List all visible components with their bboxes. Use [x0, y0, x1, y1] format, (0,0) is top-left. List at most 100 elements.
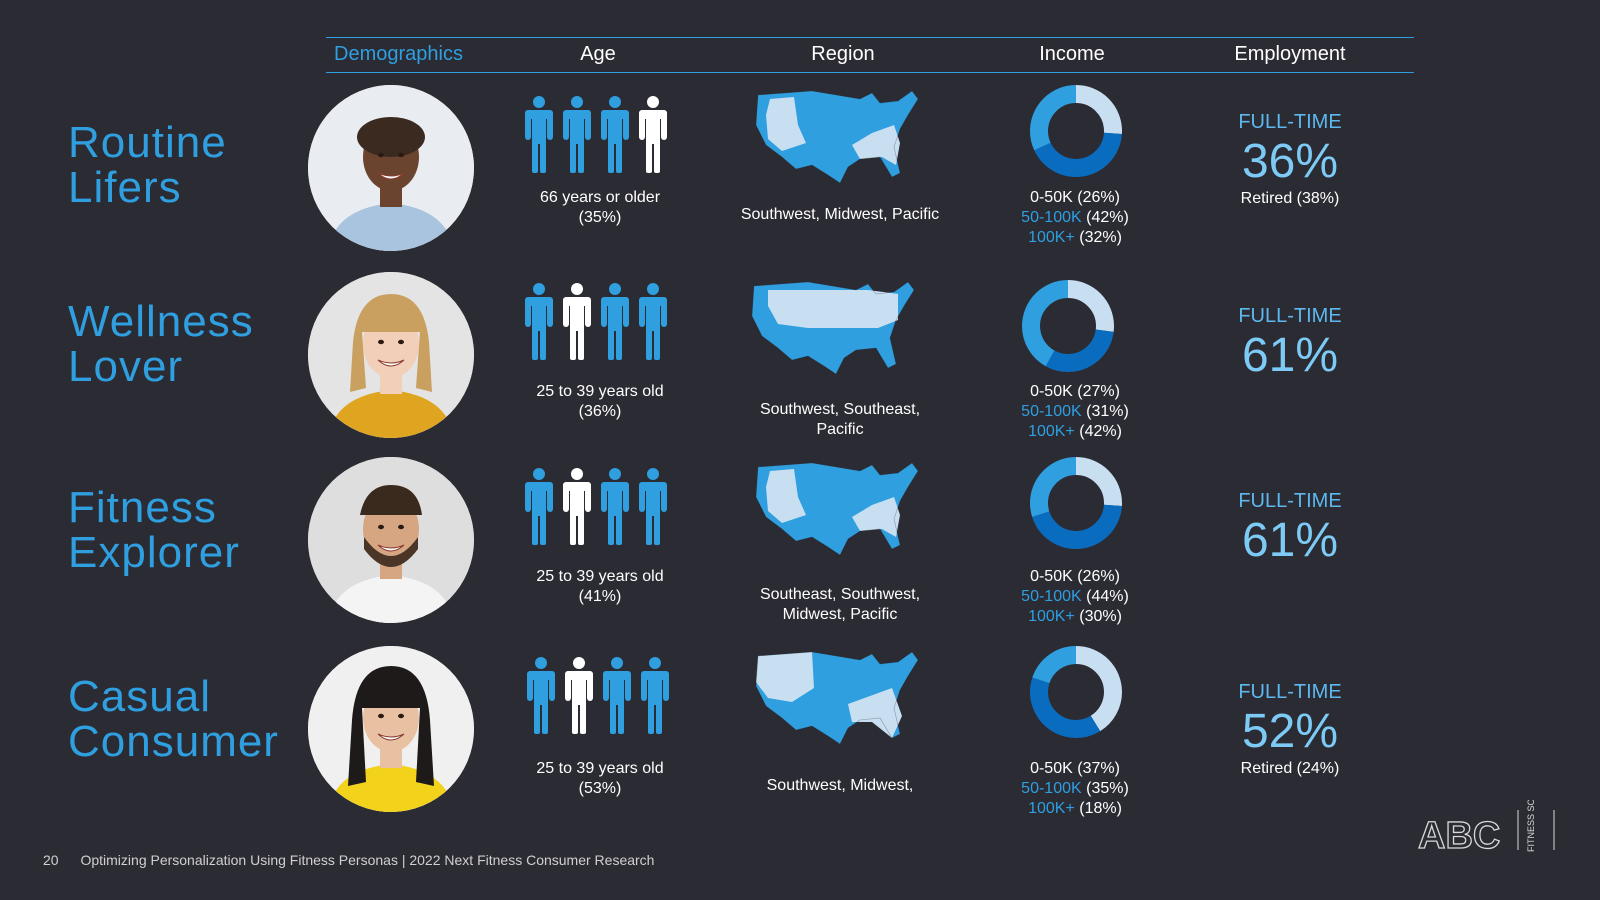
income-donut: [1022, 280, 1114, 372]
persona-name-line2: Consumer: [68, 717, 279, 766]
persona-row: Routine Lifers 66 years or older (35%) Sout…: [0, 85, 1600, 265]
person-icon: [527, 657, 555, 734]
header-region: Region: [811, 43, 875, 65]
donut-slice-50-100k: [1030, 646, 1122, 738]
employment-stat: FULL-TIME 36% Retired (38%): [1210, 111, 1370, 208]
persona-name: Fitness Explorer: [68, 485, 240, 575]
employment-percent: 36%: [1241, 135, 1339, 188]
employment-label: FULL-TIME: [1238, 305, 1342, 327]
column-header: Demographics Age Region Income Employmen…: [326, 37, 1414, 73]
income-breakdown: 0-50K (27%) 50-100K (31%) 100K+ (42%): [1000, 382, 1150, 442]
employment-stat: FULL-TIME 52% Retired (24%): [1210, 681, 1370, 778]
persona-name: Routine Lifers: [68, 120, 227, 210]
income-donut: [1030, 457, 1122, 549]
persona-name-line1: Routine: [68, 118, 227, 167]
employment-label: FULL-TIME: [1238, 490, 1342, 512]
income-donut: [1030, 646, 1122, 738]
persona-name-line2: Explorer: [68, 528, 240, 577]
employment-percent: 61%: [1241, 329, 1339, 382]
header-employment: Employment: [1234, 43, 1346, 65]
income-breakdown: 0-50K (26%) 50-100K (44%) 100K+ (30%): [1000, 567, 1150, 627]
persona-name-line2: Lover: [68, 342, 184, 391]
person-icon: [601, 283, 629, 360]
age-description: 66 years or older (35%): [539, 189, 661, 226]
age-description: 25 to 39 years old (53%): [536, 760, 664, 797]
person-icon: [639, 96, 667, 173]
header-income: Income: [1039, 43, 1105, 65]
donut-slice-50-100k: [1030, 85, 1122, 177]
person-icon: [601, 96, 629, 173]
persona-name-line1: Casual: [68, 672, 211, 721]
income-line-50-100k: 50-100K (42%): [1021, 209, 1129, 226]
us-region-map: [755, 651, 919, 745]
retired-percent: Retired (24%): [1240, 760, 1340, 777]
person-icon: [525, 468, 553, 545]
age-description: 25 to 39 years old (41%): [536, 568, 664, 605]
person-icon: [639, 468, 667, 545]
employment-percent: 61%: [1241, 514, 1339, 567]
persona-row: Wellness Lover 25 to 39 years old (36%) Sou…: [0, 272, 1600, 452]
persona-name-line2: Lifers: [68, 163, 182, 212]
older-man-portrait: [308, 85, 474, 251]
age-figures: [525, 468, 667, 545]
region-description: Southwest, Midwest,: [766, 777, 914, 794]
employment-label: FULL-TIME: [1238, 681, 1342, 703]
dark-haired-woman-portrait: [308, 646, 474, 812]
logo-subtext: FITNESS SOLUTIONS: [1526, 800, 1536, 852]
us-region-map: [755, 462, 919, 556]
income-line-0-50k: 0-50K (37%): [1030, 760, 1120, 777]
page-number: 20: [43, 852, 59, 868]
donut-slice-100k-plus: [1030, 85, 1122, 177]
person-icon: [525, 96, 553, 173]
blonde-woman-portrait: [308, 272, 474, 438]
persona-row: Casual Consumer 25 to 39 years old (53%) So…: [0, 646, 1600, 826]
logo-text: ABC: [1418, 815, 1500, 857]
persona-name: Wellness Lover: [68, 299, 254, 389]
header-age: Age: [580, 43, 616, 65]
us-region-map: [751, 281, 915, 375]
person-icon: [563, 96, 591, 173]
income-line-100k-plus: 100K+ (32%): [1028, 229, 1122, 246]
age-description: 25 to 39 years old (36%): [536, 383, 664, 420]
donut-slice-100k-plus: [1030, 457, 1122, 549]
income-donut: [1030, 85, 1122, 177]
income-line-0-50k: 0-50K (26%): [1030, 568, 1120, 585]
income-breakdown: 0-50K (37%) 50-100K (35%) 100K+ (18%): [1000, 759, 1150, 819]
region-description: Southwest, Southeast, Pacific: [759, 401, 921, 438]
employment-label: FULL-TIME: [1238, 111, 1342, 133]
donut-slice-100k-plus: [1030, 646, 1122, 738]
age-figures: [525, 96, 667, 173]
income-line-50-100k: 50-100K (31%): [1021, 403, 1129, 420]
persona-name: Casual Consumer: [68, 674, 279, 764]
person-icon: [601, 468, 629, 545]
footer: 20 Optimizing Personalization Using Fitn…: [43, 852, 654, 868]
person-icon: [603, 657, 631, 734]
persona-name-line1: Wellness: [68, 297, 254, 346]
bearded-man-portrait: [308, 457, 474, 623]
income-line-100k-plus: 100K+ (42%): [1028, 423, 1122, 440]
persona-photo: [308, 457, 474, 623]
income-breakdown: 0-50K (26%) 50-100K (42%) 100K+ (32%): [1000, 188, 1150, 248]
person-icon: [525, 283, 553, 360]
us-map-shape: [756, 463, 918, 555]
footer-title: Optimizing Personalization Using Fitness…: [80, 852, 655, 868]
donut-slice-50-100k: [1022, 280, 1114, 372]
persona-row: Fitness Explorer 25 to 39 years old (41%) S…: [0, 457, 1600, 637]
us-map-shape: [756, 91, 918, 183]
person-icon: [641, 657, 669, 734]
employment-stat: FULL-TIME 61%: [1210, 305, 1370, 384]
income-line-50-100k: 50-100K (35%): [1021, 780, 1129, 797]
employment-stat: FULL-TIME 61%: [1210, 490, 1370, 569]
income-line-0-50k: 0-50K (27%): [1030, 383, 1120, 400]
employment-percent: 52%: [1241, 705, 1339, 758]
header-demographics: Demographics: [334, 43, 463, 65]
donut-slice-50-100k: [1030, 457, 1122, 549]
region-description: Southwest, Midwest, Pacific: [740, 206, 940, 223]
persona-photo: [308, 272, 474, 438]
us-region-map: [755, 90, 919, 184]
abc-fitness-solutions-logo: ABC FITNESS SOLUTIONS: [1418, 800, 1558, 862]
age-figures: [525, 283, 667, 360]
person-icon: [639, 283, 667, 360]
person-icon: [563, 468, 591, 545]
person-icon: [563, 283, 591, 360]
